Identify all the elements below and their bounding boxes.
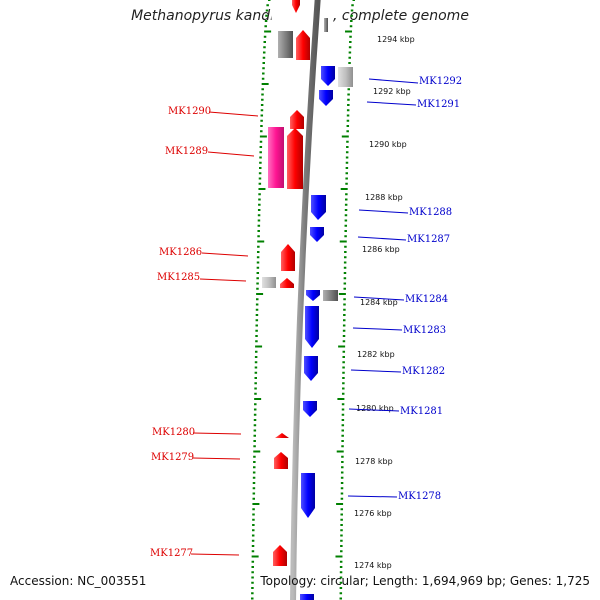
kbp-labels: 1294 kbp 1292 kbp 1290 kbp 1288 kbp 1286… <box>354 35 415 570</box>
kbp-label: 1278 kbp <box>355 457 393 466</box>
gene-mk1280[interactable] <box>275 433 289 438</box>
other-feature-mk1284[interactable] <box>323 290 338 301</box>
kbp-label: 1290 kbp <box>369 140 407 149</box>
gene-mk1278[interactable] <box>301 473 315 518</box>
gene-mk1286[interactable] <box>281 244 295 271</box>
kbp-label: 1282 kbp <box>357 350 395 359</box>
forward-strand-features <box>300 18 353 600</box>
gene-mk1281[interactable] <box>303 401 317 417</box>
reverse-gene-leaders <box>190 111 259 556</box>
gene-mk1290[interactable] <box>290 110 304 129</box>
reverse-gene-arrow[interactable] <box>296 30 310 60</box>
gene-label-mk1292[interactable]: MK1292 <box>419 76 462 87</box>
accession-text: Accession: NC_003551 <box>10 574 147 588</box>
gene-label-mk1283[interactable]: MK1283 <box>403 325 446 336</box>
gene-mk1283[interactable] <box>305 306 319 348</box>
gene-mk1292[interactable] <box>321 66 335 86</box>
gene-label-mk1280[interactable]: MK1280 <box>152 427 195 438</box>
kbp-label: 1274 kbp <box>354 561 392 570</box>
kbp-label: 1276 kbp <box>354 509 392 518</box>
gene-label-mk1288[interactable]: MK1288 <box>409 207 452 218</box>
rna-feature-mk1289[interactable] <box>268 127 284 188</box>
ruler-left <box>251 0 272 600</box>
kbp-label: 1280 kbp <box>356 404 394 413</box>
forward-gene-arrow[interactable] <box>300 594 314 600</box>
reverse-strand-features <box>262 0 310 566</box>
genome-backbone <box>290 0 321 600</box>
forward-gene-labels: MK1292 MK1291 MK1288 MK1287 MK1284 MK128… <box>398 76 462 502</box>
forward-gene-leaders <box>347 78 419 498</box>
gene-mk1279[interactable] <box>274 452 288 469</box>
kbp-label: 1294 kbp <box>377 35 415 44</box>
gene-mk1289[interactable] <box>287 128 303 189</box>
gene-mk1277[interactable] <box>273 545 287 566</box>
ruler-right <box>335 0 355 600</box>
gene-label-mk1281[interactable]: MK1281 <box>400 406 443 417</box>
kbp-label: 1292 kbp <box>373 87 411 96</box>
kbp-label: 1288 kbp <box>365 193 403 202</box>
gene-mk1287[interactable] <box>310 227 324 242</box>
gene-label-mk1277[interactable]: MK1277 <box>150 548 193 559</box>
reverse-gene-arrow[interactable] <box>292 0 300 13</box>
gene-mk1285[interactable] <box>280 278 294 288</box>
gene-mk1288[interactable] <box>311 195 326 220</box>
gene-label-mk1291[interactable]: MK1291 <box>417 99 460 110</box>
kbp-label: 1284 kbp <box>360 298 398 307</box>
topology-text: Topology: circular; Length: 1,694,969 bp… <box>260 574 590 588</box>
gene-label-mk1290[interactable]: MK1290 <box>168 106 211 117</box>
reverse-gene-labels: MK1290 MK1289 MK1286 MK1285 MK1280 MK127… <box>150 106 211 559</box>
other-feature-mk1292[interactable] <box>338 67 353 87</box>
other-feature[interactable] <box>324 18 328 32</box>
gene-label-mk1287[interactable]: MK1287 <box>407 234 450 245</box>
other-feature-mk1285[interactable] <box>262 277 276 288</box>
gene-label-mk1289[interactable]: MK1289 <box>165 146 208 157</box>
gene-label-mk1285[interactable]: MK1285 <box>157 272 200 283</box>
gene-mk1284[interactable] <box>306 290 320 301</box>
gene-mk1291[interactable] <box>319 90 333 106</box>
gene-label-mk1278[interactable]: MK1278 <box>398 491 441 502</box>
gene-label-mk1279[interactable]: MK1279 <box>151 452 194 463</box>
gene-label-mk1284[interactable]: MK1284 <box>405 294 448 305</box>
other-feature[interactable] <box>278 31 293 58</box>
gene-mk1282[interactable] <box>304 356 318 381</box>
gene-label-mk1286[interactable]: MK1286 <box>159 247 202 258</box>
kbp-label: 1286 kbp <box>362 245 400 254</box>
gene-label-mk1282[interactable]: MK1282 <box>402 366 445 377</box>
